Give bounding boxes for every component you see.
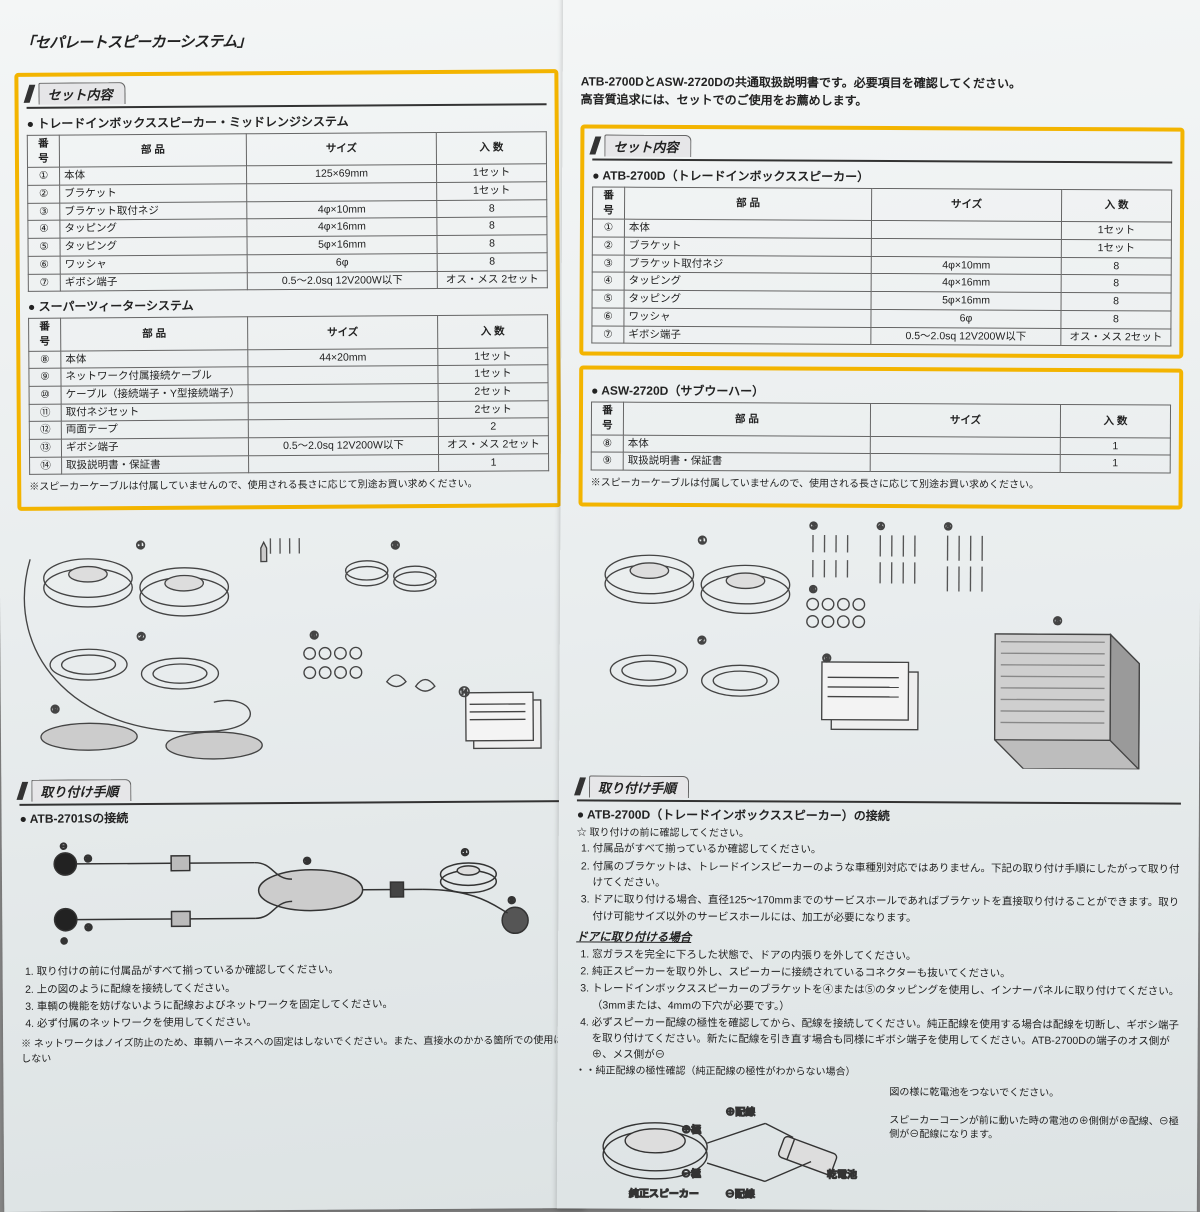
section-lead-icon <box>17 782 29 800</box>
svg-text:③: ③ <box>809 521 818 532</box>
parts-diagram-left: ① ② ⑧ ⑨ ⑥ <box>17 517 563 771</box>
svg-text:④: ④ <box>877 521 886 532</box>
door-subhead: ドアに取り付ける場合 <box>576 928 1180 947</box>
svg-text:⊖: ⊖ <box>60 842 68 852</box>
manual-page-right: ATB-2700DとASW-2720Dの共通取扱説明書です。必要項目を確認してく… <box>557 0 1200 1212</box>
list-item: 窓ガラスを完全に下ろした状態で、ドアの内張りを外してください。 <box>592 946 1180 965</box>
col-part: 部 品 <box>59 134 246 168</box>
section-title: セット内容 <box>38 82 125 105</box>
svg-text:②: ② <box>136 632 146 644</box>
svg-text:⑭: ⑭ <box>459 687 470 699</box>
subsection-tweeter: スーパーツィーターシステム <box>28 294 548 315</box>
intro-text: ATB-2700DとASW-2720Dの共通取扱説明書です。必要項目を確認してく… <box>581 72 1185 111</box>
svg-text:乾電池: 乾電池 <box>827 1168 857 1181</box>
procedure-list-right-2: 窓ガラスを完全に下ろした状態で、ドアの内張りを外してください。純正スピーカーを取… <box>592 946 1181 1066</box>
list-item: 純正スピーカーを取り外し、スピーカーに接続されているコネクターも抜いてください。 <box>592 964 1180 983</box>
section-lead-icon <box>24 85 36 103</box>
cable-note-left: ※スピーカーケーブルは付属していませんので、使用される長さに応じて別途お買い求め… <box>29 475 549 494</box>
procedure-list-right-1: 付属品がすべて揃っているか確認してください。付属のブラケットは、トレードインスピ… <box>592 841 1180 927</box>
svg-text:⑨: ⑨ <box>50 704 60 716</box>
section-lead-icon <box>589 137 601 155</box>
svg-text:⊕極: ⊕極 <box>681 1123 701 1136</box>
polarity-diagram: 純正スピーカー ⊕配線 ⊖配線 ⊕極 ⊖極 乾電池 <box>575 1085 876 1207</box>
svg-text:⑥: ⑥ <box>309 630 319 642</box>
svg-text:①: ① <box>698 535 708 547</box>
set-contents-highlight-left: セット内容 トレードインボックススピーカー・ミッドレンジシステム 番 号 部 品… <box>14 69 561 511</box>
procedure-list-left: 取り付けの前に付属品がすべて揃っているか確認してください。上の図のように配線を接… <box>37 960 565 1032</box>
svg-text:⑤: ⑤ <box>944 522 953 533</box>
svg-text:⑧: ⑧ <box>391 540 401 552</box>
table-row: ⑨取扱説明書・保証書1 <box>591 452 1170 473</box>
col-size: サイズ <box>246 132 436 166</box>
subsection-atb2700d: ATB-2700D（トレードインボックススピーカー） <box>592 166 1172 186</box>
proc-subhead-right: ATB-2700D（トレードインボックススピーカー）の接続 <box>577 805 1181 825</box>
svg-text:⑩: ⑩ <box>84 923 92 933</box>
svg-text:⊕配線: ⊕配線 <box>725 1105 755 1118</box>
table-row: ⑦ギボシ端子0.5～2.0sq 12V200W以下オス・メス 2セット <box>592 325 1171 346</box>
polarity-text-1: 図の様に乾電池をつないでください。 <box>889 1086 1179 1102</box>
table-row: ⑦ギボシ端子0.5～2.0sq 12V200W以下オス・メス 2セット <box>28 270 547 291</box>
polarity-diagram-block: 純正スピーカー ⊕配線 ⊖配線 ⊕極 ⊖極 乾電池 図の様に乾電池をつないでくだ… <box>575 1085 1180 1208</box>
manual-page-left: 「セパレートスピーカーシステム」 セット内容 トレードインボックススピーカー・ミ… <box>0 0 584 1212</box>
section-header-set-right: セット内容 <box>592 134 1172 163</box>
svg-text:①: ① <box>461 848 469 858</box>
list-item: 必ず付属のネットワークを使用してください。 <box>37 1012 565 1032</box>
section-header-proc-right: 取り付け手順 <box>577 775 1181 804</box>
parts-table-atb2700d: 番 号 部 品 サイズ 入 数 ①本体1セット②ブラケット1セット③ブラケット取… <box>591 186 1172 346</box>
list-item: ドアに取り付ける場合、直径125～170mmまでのサービスホールであればブラケッ… <box>592 892 1180 928</box>
section-header-set-left: セット内容 <box>26 79 546 109</box>
svg-text:⑥: ⑥ <box>809 585 818 596</box>
svg-text:⊖極: ⊖極 <box>681 1167 701 1180</box>
table-row: ⑭取扱説明書・保証書1 <box>30 453 549 474</box>
svg-text:⑧: ⑧ <box>508 896 516 906</box>
parts-diagram-right: ① ② ③ ④ ⑤ ⑥ <box>577 516 1182 769</box>
product-title: 「セパレートスピーカーシステム」 <box>20 28 558 53</box>
list-item: トレードインボックススピーカーのブラケットを④または⑤のタッピングを使用し、イン… <box>592 981 1180 1017</box>
polarity-head: ・純正配線の極性確認（純正配線の極性がわからない場合） <box>575 1064 1179 1082</box>
list-item: 付属品がすべて揃っているか確認してください。 <box>593 841 1181 860</box>
svg-text:②: ② <box>697 635 707 647</box>
polarity-text-2: スピーカーコーンが前に動いた時の電池の⊕側側が⊕配線、⊖極側が⊖配線になります。 <box>889 1114 1179 1144</box>
list-item: 必ずスピーカー配線の極性を確認してから、配線を接続してください。純正配線を使用す… <box>592 1014 1180 1066</box>
svg-text:純正スピーカー: 純正スピーカー <box>629 1187 699 1200</box>
svg-text:⑨: ⑨ <box>822 653 832 665</box>
section-title: 取り付け手順 <box>589 775 689 798</box>
section-title: 取り付け手順 <box>31 779 131 802</box>
parts-table-midrange: 番 号 部 品 サイズ 入 数 ①本体125×69mm1セット②ブラケット1セッ… <box>27 131 548 292</box>
svg-text:⑨: ⑨ <box>303 857 311 867</box>
section-title: セット内容 <box>604 135 691 157</box>
parts-table-asw2720d: 番 号 部 品 サイズ 入 数 ⑧本体1⑨取扱説明書・保証書1 <box>591 402 1171 474</box>
set-contents-highlight-right-1: セット内容 ATB-2700D（トレードインボックススピーカー） 番 号 部 品… <box>579 124 1184 358</box>
parts-table-tweeter: 番 号 部 品 サイズ 入 数 ⑧本体44×20mm1セット⑨ネットワーク付属接… <box>28 314 549 475</box>
section-lead-icon <box>574 777 586 795</box>
proc-subhead-left: ATB-2701Sの接続 <box>19 806 563 827</box>
wiring-diagram-left: ⊖ ⊕ ⑩ ⑩ ⑨ ① ⑧ <box>20 827 565 961</box>
subsection-midrange: トレードインボックススピーカー・ミッドレンジシステム <box>27 111 547 132</box>
list-item: 付属のブラケットは、トレードインスピーカーのような車種別対応ではありません。下記… <box>592 858 1180 894</box>
svg-text:⊖配線: ⊖配線 <box>725 1187 755 1200</box>
subsection-asw2720d: ASW-2720D（サブウーハー） <box>591 382 1171 402</box>
svg-text:①: ① <box>136 540 146 552</box>
svg-text:⑩: ⑩ <box>84 854 92 864</box>
svg-text:⊕: ⊕ <box>60 936 68 946</box>
svg-text:⑧: ⑧ <box>1053 616 1063 628</box>
section-header-proc-left: 取り付け手順 <box>19 776 563 806</box>
set-contents-highlight-right-2: ASW-2720D（サブウーハー） 番 号 部 品 サイズ 入 数 ⑧本体1⑨取… <box>578 366 1183 510</box>
procedure-note-left: ※ ネットワークはノイズ防止のため、車輌ハーネスへの固定はしないでください。また… <box>21 1032 565 1066</box>
col-num: 番 号 <box>27 135 59 168</box>
col-qty: 入 数 <box>436 132 546 165</box>
cable-note-right: ※スピーカーケーブルは付属していませんので、使用される長さに応じて別途お買い求め… <box>591 473 1171 491</box>
